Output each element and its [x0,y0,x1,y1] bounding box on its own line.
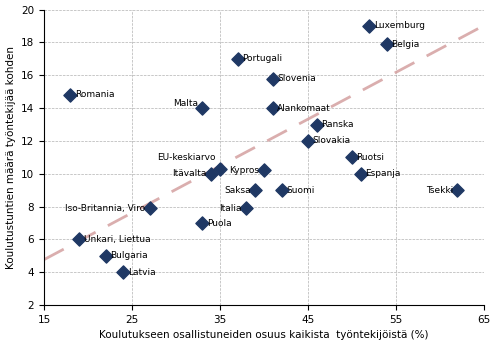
Point [260,168,268,173]
Point [75,237,83,242]
Point [348,155,356,160]
Text: Tsekki: Tsekki [426,186,453,195]
Text: Bulgaria: Bulgaria [110,252,148,261]
Text: Belgia: Belgia [391,39,420,48]
Point [453,188,461,193]
Point [269,105,277,111]
Point [313,122,321,127]
Point [198,220,206,226]
Text: EU-keskiarvo: EU-keskiarvo [157,153,216,162]
Point [278,188,286,193]
Point [304,138,312,144]
Text: Puola: Puola [207,219,232,228]
Text: Luxemburg: Luxemburg [374,21,425,30]
Text: Kypros: Kypros [230,166,259,175]
Point [216,166,224,172]
Text: Itävalta: Itävalta [173,169,207,178]
Text: Ruotsi: Ruotsi [356,153,384,162]
Point [243,206,250,211]
Point [119,270,127,275]
Point [357,171,365,176]
Point [102,253,110,259]
Point [66,92,74,98]
Point [234,56,242,62]
Text: Slovakia: Slovakia [312,136,351,145]
Text: Slovenia: Slovenia [277,74,316,83]
Point [251,188,259,193]
Text: Romania: Romania [75,90,115,99]
Point [383,41,391,47]
Text: Iso-Britannia, Viro: Iso-Britannia, Viro [65,204,145,213]
Point [269,76,277,81]
Text: Unkari, Liettua: Unkari, Liettua [84,235,150,244]
Point [207,171,215,176]
X-axis label: Koulutukseen osallistuneiden osuus kaikista  työntekijöistä (%): Koulutukseen osallistuneiden osuus kaiki… [99,330,429,340]
Text: Espanja: Espanja [365,169,400,178]
Text: Alankomaat: Alankomaat [277,103,331,112]
Text: Italia: Italia [219,204,242,213]
Text: Saksa: Saksa [224,186,251,195]
Y-axis label: Koulutustuntien määrä työntekijää kohden: Koulutustuntien määrä työntekijää kohden [5,46,15,269]
Text: Latvia: Latvia [127,268,155,277]
Point [146,206,154,211]
Point [366,23,373,29]
Text: Suomi: Suomi [286,186,314,195]
Text: Malta: Malta [173,99,198,108]
Text: Portugali: Portugali [242,54,282,63]
Point [198,105,206,111]
Text: Ranska: Ranska [321,120,354,129]
